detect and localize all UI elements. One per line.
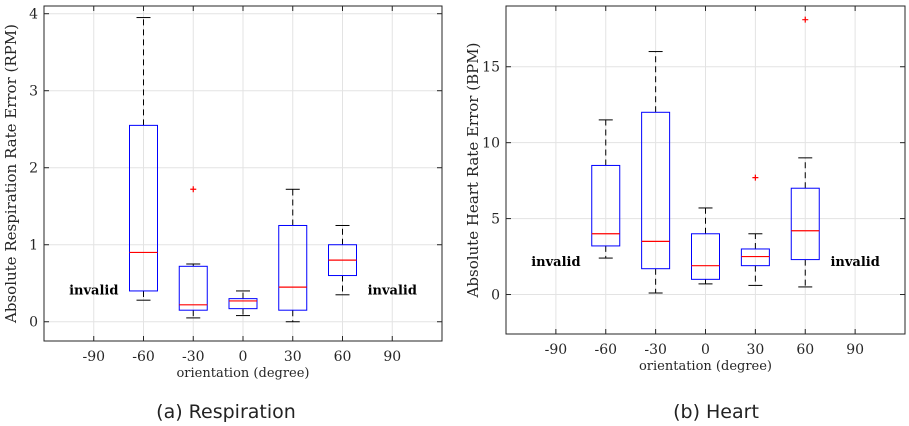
heart-box-1 <box>641 111 671 270</box>
heart-chart: 0 5 10 15 -90 -60 -30 0 30 60 90 invalid invalid orie… <box>464 5 906 423</box>
heart-xtick-label-2: -30 <box>644 342 667 358</box>
resp-xtick-label-4: 30 <box>284 349 302 365</box>
heart-box-2 <box>691 233 720 280</box>
resp-xtick-label-0: -90 <box>82 349 105 365</box>
resp-ytick-label-2: 2 <box>29 161 38 177</box>
heart-outlier-4-0 <box>802 16 809 23</box>
resp-box-1 <box>178 265 208 311</box>
resp-ytick-label-3: 3 <box>29 84 38 100</box>
heart-box-4 <box>790 187 820 261</box>
resp-box-0 <box>129 124 158 292</box>
heart-ytick-label-1: 5 <box>491 212 500 228</box>
heart-xtick-label-5: 60 <box>796 342 814 358</box>
resp-caption: (a) Respiration <box>156 401 296 423</box>
resp-ytick-label-0: 0 <box>29 315 38 331</box>
heart-caption: (b) Heart <box>673 401 759 423</box>
resp-xtick-label-1: -60 <box>132 349 155 365</box>
resp-xtick-label-6: 90 <box>383 349 401 365</box>
heart-x-axis-label: orientation (degree) <box>639 359 772 374</box>
resp-x-axis-label: orientation (degree) <box>176 366 309 381</box>
heart-xtick-label-0: -90 <box>545 342 568 358</box>
respiration-chart: 0 1 2 3 4 -90 -60 -30 0 30 60 90 invalid invalid orien… <box>2 5 443 423</box>
heart-y-axis-label: Absolute Heart Rate Error (BPM) <box>464 43 482 299</box>
resp-annotation-invalid-0: invalid <box>69 283 118 298</box>
resp-box-2 <box>228 298 258 310</box>
resp-xtick-label-5: 60 <box>334 349 352 365</box>
resp-annotation-invalid-1: invalid <box>368 283 417 298</box>
heart-xtick-label-1: -60 <box>594 342 617 358</box>
heart-box-3 <box>740 248 770 267</box>
heart-ytick-label-0: 0 <box>491 288 500 304</box>
heart-annotation-invalid-1: invalid <box>830 255 879 270</box>
heart-xtick-label-3: 0 <box>701 342 710 358</box>
heart-annotation-invalid-0: invalid <box>531 255 580 270</box>
heart-ytick-label-2: 10 <box>482 136 500 152</box>
heart-xtick-label-6: 90 <box>846 342 864 358</box>
resp-xtick-label-2: -30 <box>182 349 205 365</box>
resp-box-3 <box>278 224 308 311</box>
resp-ytick-label-1: 1 <box>29 238 38 254</box>
heart-xtick-label-4: 30 <box>746 342 764 358</box>
resp-outlier-1-0 <box>190 186 197 193</box>
heart-ytick-label-3: 15 <box>482 60 500 76</box>
resp-ytick-label-4: 4 <box>29 7 38 23</box>
resp-y-axis-label: Absolute Respiration Rate Error (RPM) <box>2 24 20 324</box>
heart-outlier-3-0 <box>752 174 759 181</box>
heart-box-0 <box>591 164 621 247</box>
resp-xtick-label-3: 0 <box>239 349 248 365</box>
